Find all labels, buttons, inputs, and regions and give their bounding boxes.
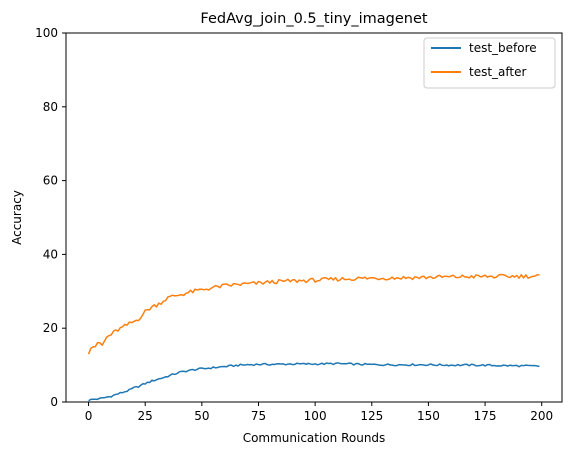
y-axis-label: Accuracy <box>10 190 24 245</box>
x-tick-label: 200 <box>530 409 553 423</box>
y-tick-label: 40 <box>43 247 58 261</box>
series-line-test-after <box>87 273 540 355</box>
x-tick-label: 75 <box>251 409 266 423</box>
legend-label-test-after: test_after <box>469 65 527 79</box>
legend: test_before test_after <box>423 37 556 89</box>
plot-area <box>87 273 540 402</box>
x-tick-label: 125 <box>360 409 383 423</box>
x-tick-label: 0 <box>85 409 93 423</box>
series-line-test-before <box>88 362 540 402</box>
y-tick-label: 100 <box>35 26 58 40</box>
x-axis-label: Communication Rounds <box>243 431 386 445</box>
y-tick-label: 0 <box>50 395 58 409</box>
x-tick-label: 25 <box>138 409 153 423</box>
legend-label-test-before: test_before <box>469 41 537 55</box>
y-tick-label: 80 <box>43 100 58 114</box>
x-axis: 0 25 50 75 100 125 150 175 200 <box>85 402 553 423</box>
x-tick-label: 100 <box>304 409 327 423</box>
plot-frame <box>65 32 563 403</box>
y-axis: 0 20 40 60 80 100 <box>35 26 66 409</box>
legend-box <box>423 37 556 89</box>
x-tick-label: 150 <box>417 409 440 423</box>
x-tick-label: 50 <box>194 409 209 423</box>
x-tick-label: 175 <box>474 409 497 423</box>
chart-title: FedAvg_join_0.5_tiny_imagenet <box>200 11 427 27</box>
y-tick-label: 20 <box>43 321 58 335</box>
y-tick-label: 60 <box>43 174 58 188</box>
